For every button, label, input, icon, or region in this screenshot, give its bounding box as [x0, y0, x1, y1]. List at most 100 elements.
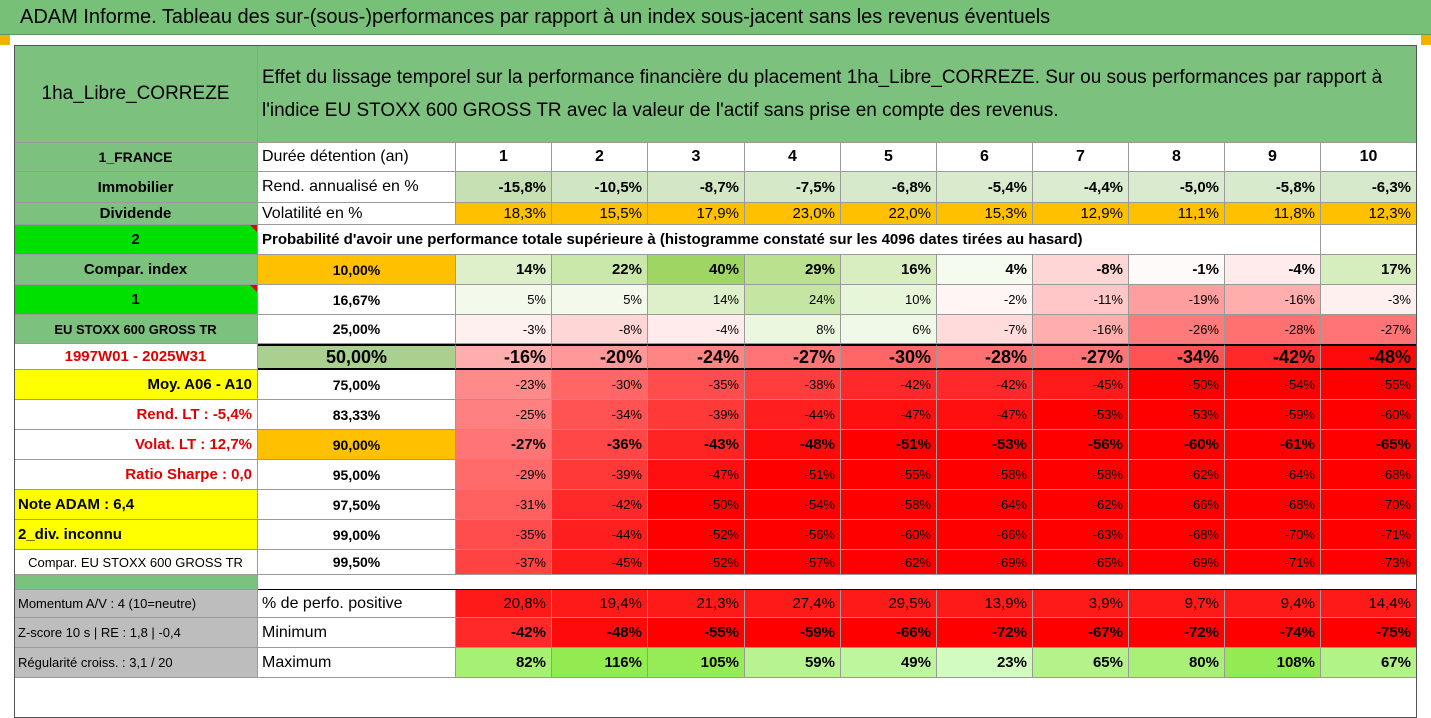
minimum-value: -67% — [1033, 618, 1129, 648]
percentile-value: -36% — [552, 430, 648, 460]
percentile-value: -44% — [745, 400, 841, 430]
percentile-value: -73% — [1321, 550, 1417, 575]
minimum-value: -72% — [937, 618, 1033, 648]
percentile-value: -60% — [1129, 430, 1225, 460]
percentile-value: -3% — [1321, 285, 1417, 315]
volat-value: 18,3% — [456, 203, 552, 225]
percentile-value: 4% — [937, 255, 1033, 285]
percentile-value: -28% — [937, 344, 1033, 370]
percentile-value: -37% — [456, 550, 552, 575]
performance-table: 1ha_Libre_CORREZE Effet du lissage tempor… — [14, 45, 1417, 718]
percentile-label: 99,50% — [258, 550, 456, 575]
percentile-value: -53% — [1033, 400, 1129, 430]
label-period: 1997W01 - 2025W31 — [14, 344, 258, 370]
percentile-value: 5% — [456, 285, 552, 315]
percentile-value: -71% — [1225, 550, 1321, 575]
year-header: 2 — [552, 143, 648, 172]
percentile-value: -52% — [648, 520, 745, 550]
percentile-value: -55% — [1321, 370, 1417, 400]
year-header: 5 — [841, 143, 937, 172]
percentile-value: 6% — [841, 315, 937, 344]
percentile-value: -58% — [841, 490, 937, 520]
maximum-value: 23% — [937, 648, 1033, 678]
maximum-value: 82% — [456, 648, 552, 678]
year-header: 10 — [1321, 143, 1417, 172]
label-zscore: Z-score 10 s | RE : 1,8 | -0,4 — [14, 618, 258, 648]
percentile-value: -8% — [1033, 255, 1129, 285]
row-label-minimum: Minimum — [258, 618, 456, 648]
percentile-value: -34% — [552, 400, 648, 430]
percentile-value: -4% — [648, 315, 745, 344]
percentile-value: -28% — [1225, 315, 1321, 344]
percentile-value: 14% — [456, 255, 552, 285]
maximum-value: 105% — [648, 648, 745, 678]
percentile-value: -2% — [937, 285, 1033, 315]
row-label-maximum: Maximum — [258, 648, 456, 678]
percentile-value: -23% — [456, 370, 552, 400]
percentile-value: -62% — [1033, 490, 1129, 520]
probability-header: Probabilité d'avoir une performance tota… — [258, 225, 1321, 255]
rend-value: -6,3% — [1321, 172, 1417, 203]
percentile-value: -48% — [1321, 344, 1417, 370]
percentile-value: -30% — [552, 370, 648, 400]
volat-value: 15,5% — [552, 203, 648, 225]
percentile-label: 10,00% — [258, 255, 456, 285]
percentile-value: -63% — [1033, 520, 1129, 550]
percentile-value: -3% — [456, 315, 552, 344]
percentile-value: -61% — [1225, 430, 1321, 460]
volat-value: 23,0% — [745, 203, 841, 225]
percentile-value: -19% — [1129, 285, 1225, 315]
percentile-label: 75,00% — [258, 370, 456, 400]
percentile-value: -42% — [552, 490, 648, 520]
percentile-value: -50% — [1129, 370, 1225, 400]
label-rend-lt: Rend. LT : -5,4% — [14, 400, 258, 430]
percentile-value: -57% — [745, 550, 841, 575]
percentile-value: 40% — [648, 255, 745, 285]
percentile-value: -1% — [1129, 255, 1225, 285]
maximum-value: 108% — [1225, 648, 1321, 678]
minimum-value: -75% — [1321, 618, 1417, 648]
rend-value: -5,8% — [1225, 172, 1321, 203]
label-one: 1 — [14, 285, 258, 315]
row-label-rend: Rend. annualisé en % — [258, 172, 456, 203]
perfo-pos-value: 9,4% — [1225, 590, 1321, 618]
label-two: 2 — [14, 225, 258, 255]
percentile-value: -56% — [745, 520, 841, 550]
percentile-value: -58% — [937, 460, 1033, 490]
percentile-value: -29% — [456, 460, 552, 490]
percentile-value: -48% — [745, 430, 841, 460]
percentile-value: -68% — [1129, 520, 1225, 550]
percentile-value: -70% — [1321, 490, 1417, 520]
minimum-value: -55% — [648, 618, 745, 648]
year-header: 8 — [1129, 143, 1225, 172]
minimum-value: -66% — [841, 618, 937, 648]
percentile-value: 5% — [552, 285, 648, 315]
percentile-value: -8% — [552, 315, 648, 344]
report-title: ADAM Informe. Tableau des sur-(sous-)per… — [20, 6, 1051, 28]
percentile-value: -45% — [552, 550, 648, 575]
percentile-value: -34% — [1129, 344, 1225, 370]
label-div: 2_div. inconnu — [14, 520, 258, 550]
minimum-value: -59% — [745, 618, 841, 648]
probability-header-end — [1321, 225, 1417, 255]
percentile-value: -51% — [745, 460, 841, 490]
percentile-value: -54% — [745, 490, 841, 520]
percentile-value: -42% — [937, 370, 1033, 400]
percentile-value: -54% — [1225, 370, 1321, 400]
rend-value: -5,4% — [937, 172, 1033, 203]
percentile-value: -16% — [1225, 285, 1321, 315]
minimum-value: -72% — [1129, 618, 1225, 648]
percentile-value: -68% — [1225, 490, 1321, 520]
percentile-value: 22% — [552, 255, 648, 285]
percentile-value: -25% — [456, 400, 552, 430]
percentile-value: -65% — [1321, 430, 1417, 460]
description-cell: Effet du lissage temporel sur la perform… — [258, 45, 1417, 143]
percentile-value: -45% — [1033, 370, 1129, 400]
perfo-pos-value: 9,7% — [1129, 590, 1225, 618]
minimum-value: -48% — [552, 618, 648, 648]
volat-value: 12,9% — [1033, 203, 1129, 225]
rend-value: -8,7% — [648, 172, 745, 203]
year-header: 4 — [745, 143, 841, 172]
percentile-label: 16,67% — [258, 285, 456, 315]
corner-marker-right — [1421, 35, 1431, 45]
